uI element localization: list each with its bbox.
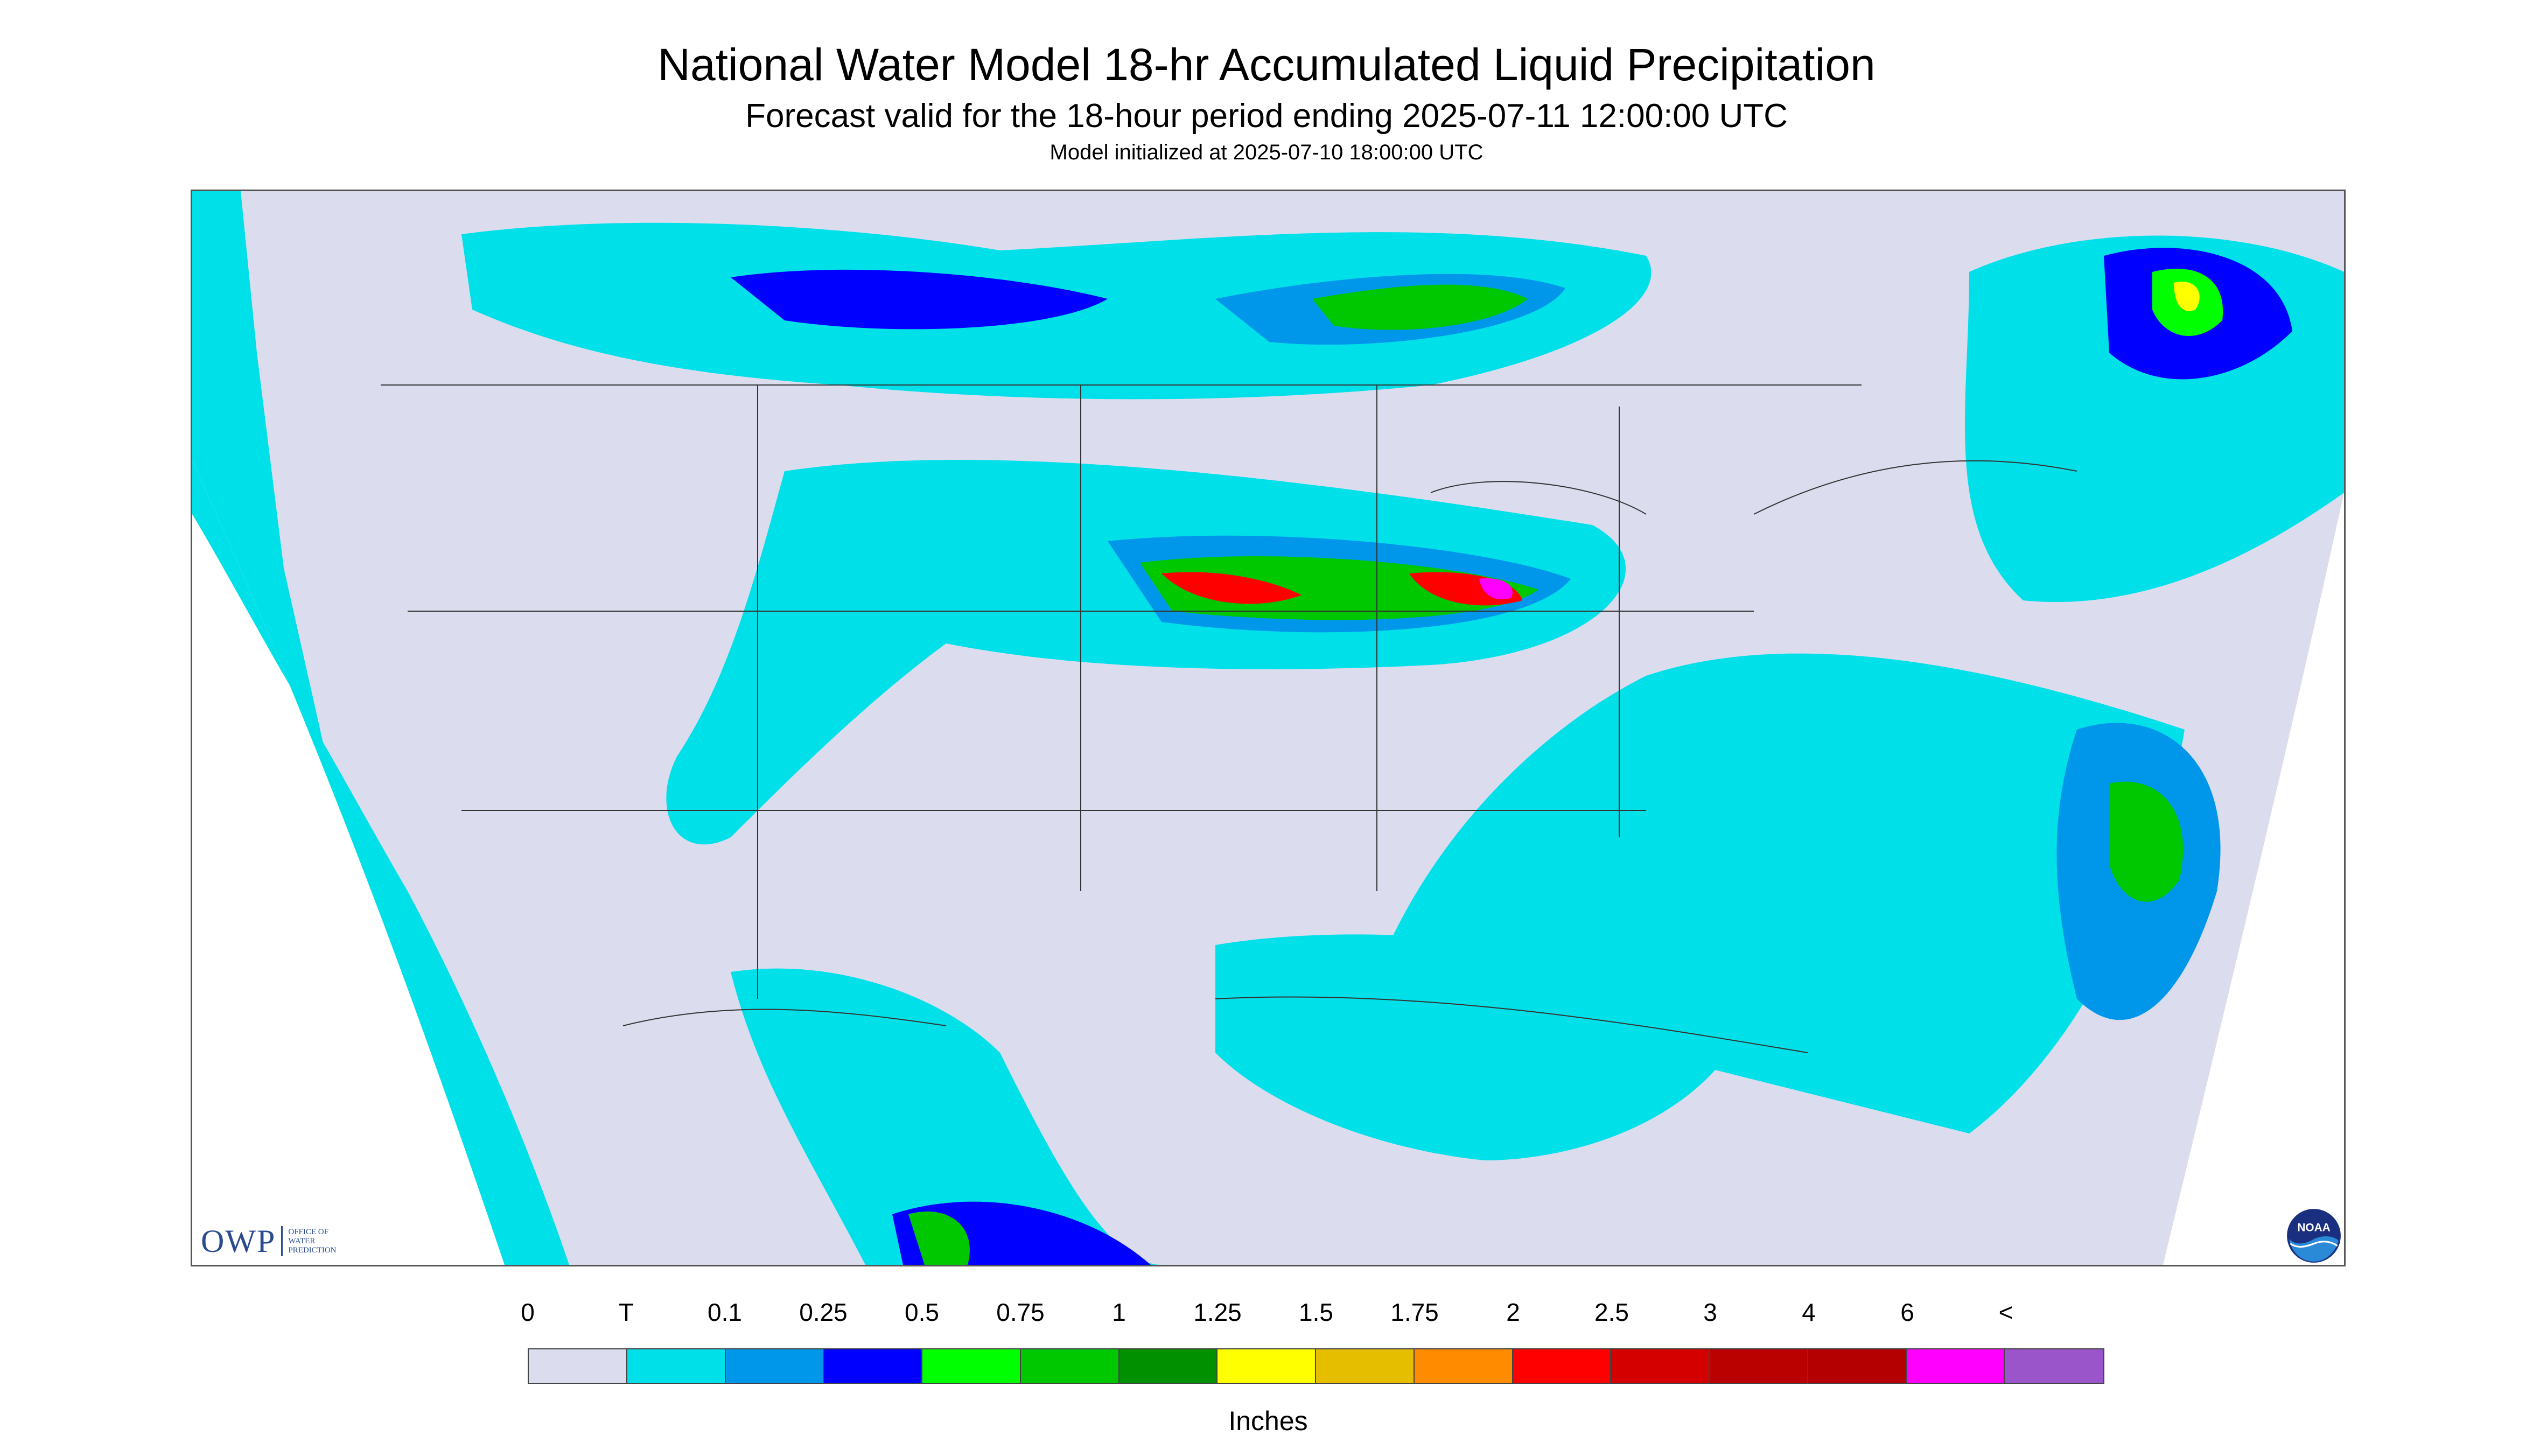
precip-band-north-blue — [731, 269, 1108, 330]
legend-tick-label: 0.25 — [799, 1298, 848, 1326]
legend-tick-label: 3 — [1703, 1298, 1717, 1326]
legend-bin-3 — [824, 1349, 922, 1383]
map-canvas — [192, 191, 2344, 1265]
legend-bin-12 — [1710, 1349, 1808, 1383]
legend-tick-label: 0.75 — [996, 1298, 1045, 1326]
legend-tick-label: 1.75 — [1390, 1298, 1439, 1326]
legend-bin-2 — [725, 1349, 824, 1383]
owp-logo-wordmark: OFFICE OF WATER PREDICTION — [288, 1228, 336, 1255]
legend-bin-7 — [1217, 1349, 1316, 1383]
legend-tick-label: 0.5 — [905, 1298, 939, 1326]
legend-bin-5 — [1020, 1349, 1119, 1383]
out-of-domain-left — [192, 460, 505, 1265]
legend-tick-label: T — [618, 1298, 634, 1326]
legend-bin-1 — [627, 1349, 726, 1383]
legend-bin-10 — [1513, 1349, 1612, 1383]
map-title: National Water Model 18-hr Accumulated L… — [657, 39, 1876, 90]
precip-legend: 0 T 0.1 0.25 0.5 0.75 1 1.25 1.5 1.75 2 2.5 3 4 6 < Inc… — [521, 1298, 2104, 1436]
owp-logo-mark: OWP — [201, 1223, 276, 1259]
legend-tick-label: 6 — [1900, 1298, 1914, 1326]
legend-tick-label: 1.5 — [1299, 1298, 1333, 1326]
legend-bin-15 — [2005, 1349, 2103, 1383]
legend-bin-8 — [1316, 1349, 1415, 1383]
owp-logo-line-3: PREDICTION — [288, 1245, 337, 1255]
state-boundaries — [381, 384, 2077, 1053]
owp-logo: OWP OFFICE OF WATER PREDICTION — [201, 1222, 337, 1260]
legend-bin-11 — [1611, 1349, 1710, 1383]
noaa-logo-text: NOAA — [2297, 1222, 2330, 1234]
out-of-domain-right — [2163, 493, 2344, 1265]
forecast-valid-subtitle: Forecast valid for the 18-hour period en… — [745, 97, 1788, 135]
legend-bin-4 — [922, 1349, 1021, 1383]
legend-units: Inches — [1228, 1406, 1308, 1436]
precipitation-map: OWP OFFICE OF WATER PREDICTION NOAA — [191, 190, 2346, 1266]
owp-logo-line-1: OFFICE OF — [288, 1227, 328, 1236]
precip-northeast-yellow — [2174, 282, 2200, 311]
noaa-logo: NOAA — [2287, 1209, 2341, 1263]
precip-gulf — [1215, 934, 1754, 1160]
precip-southwest-green — [908, 1211, 970, 1265]
precip-band-north-green — [1312, 284, 1528, 330]
precip-midwest-magenta — [1479, 578, 1513, 600]
legend-bin-9 — [1414, 1349, 1513, 1383]
precip-southeast-green — [2109, 781, 2184, 902]
legend-bin-0 — [529, 1349, 627, 1383]
model-init-line: Model initialized at 2025-07-10 18:00:00… — [1049, 141, 1484, 164]
precip-trace-pacific — [192, 460, 569, 1265]
owp-logo-line-2: WATER — [288, 1236, 316, 1245]
legend-tick-label: 1 — [1112, 1298, 1126, 1326]
legend-color-bar — [528, 1348, 2104, 1384]
owp-logo-divider — [281, 1226, 283, 1256]
legend-tick-label: 4 — [1802, 1298, 1816, 1326]
precip-trace-west — [192, 191, 505, 1265]
legend-tick-label: < — [1998, 1298, 2013, 1326]
legend-bin-13 — [1808, 1349, 1907, 1383]
legend-tick-label: 0.1 — [708, 1298, 742, 1326]
precip-southwest — [731, 968, 1161, 1265]
precip-midwest-red — [1161, 572, 1522, 606]
legend-bin-6 — [1119, 1349, 1218, 1383]
legend-tick-label: 0 — [521, 1298, 535, 1326]
legend-tick-label: 2 — [1506, 1298, 1520, 1326]
legend-tick-label: 2.5 — [1594, 1298, 1629, 1326]
legend-tick-label: 1.25 — [1193, 1298, 1242, 1326]
legend-bin-14 — [1906, 1349, 2005, 1383]
